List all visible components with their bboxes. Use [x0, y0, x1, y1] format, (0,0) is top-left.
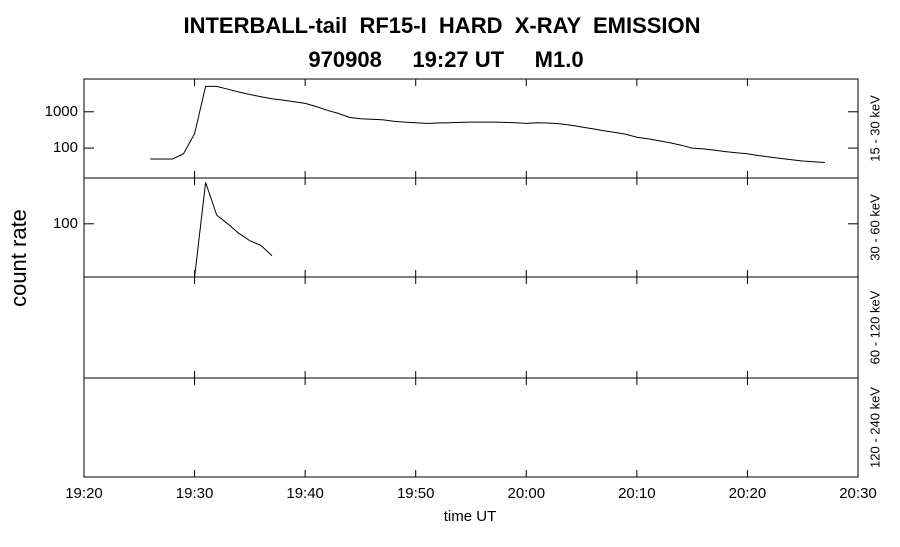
- chart-title: INTERBALL-tail RF15-I HARD X-RAY EMISSIO…: [183, 13, 700, 38]
- data-line: [194, 182, 273, 278]
- data-line: [150, 85, 825, 163]
- panel-label: 15 - 30 keV: [867, 95, 882, 162]
- x-tick-label: 19:50: [397, 485, 435, 502]
- panel-frame: [83, 377, 859, 478]
- x-tick-label: 19:30: [176, 485, 214, 502]
- y-tick-label: 100: [53, 139, 78, 156]
- x-axis-label: time UT: [444, 508, 497, 525]
- chart-subtitle: 970908 19:27 UT M1.0: [308, 47, 583, 72]
- x-tick-label: 20:20: [729, 485, 767, 502]
- x-tick-label: 19:40: [286, 485, 324, 502]
- y-axis-label: count rate: [6, 209, 31, 307]
- panel-label: 30 - 60 keV: [867, 194, 882, 261]
- x-tick-label: 20:10: [618, 485, 656, 502]
- y-tick-label: 1000: [45, 103, 78, 120]
- x-tick-label: 20:30: [839, 485, 877, 502]
- panel-label: 120 - 240 keV: [867, 387, 882, 468]
- panel-label: 60 - 120 keV: [867, 290, 882, 364]
- y-tick-label: 100: [53, 215, 78, 232]
- x-tick-label: 20:00: [508, 485, 546, 502]
- x-tick-label: 19:20: [65, 485, 103, 502]
